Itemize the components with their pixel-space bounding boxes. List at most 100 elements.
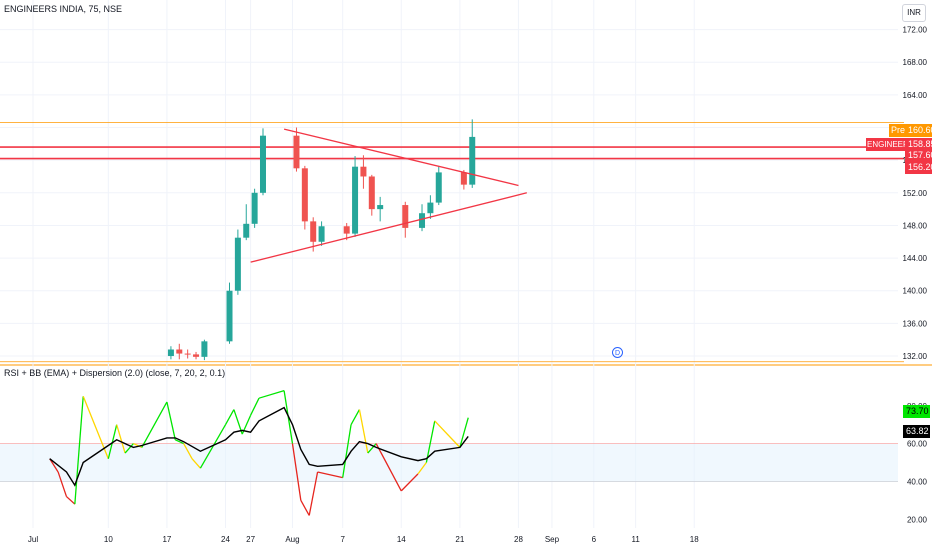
- vertical-grid: [32, 0, 695, 528]
- rsi-line-segment: [141, 401, 168, 448]
- rsi-line-segment: [250, 397, 260, 416]
- rsi-line-segment: [459, 417, 469, 448]
- horizontal-grid: [0, 29, 932, 366]
- rsi-line-segment: [107, 424, 118, 459]
- rsi-indicator: [0, 389, 898, 516]
- time-tick-label: 24: [221, 535, 230, 544]
- price-tick-label: 172.00: [903, 26, 928, 35]
- candle-body: [343, 226, 350, 234]
- rsi-line-segment: [317, 471, 343, 479]
- time-tick-label: Jul: [28, 535, 38, 544]
- rsi-line-segment: [342, 424, 352, 478]
- price-tick-label: 132.00: [903, 352, 928, 361]
- candle-body: [301, 168, 308, 222]
- candle-body: [427, 202, 434, 214]
- candle-body: [419, 213, 426, 228]
- candle-body: [243, 223, 250, 238]
- indicator-tick-label: 60.00: [907, 440, 928, 449]
- time-tick-label: 28: [514, 535, 523, 544]
- rsi-line-segment: [191, 458, 201, 469]
- candlestick-series: [167, 119, 476, 361]
- chart-title: ENGINEERS INDIA, 75, NSE: [4, 4, 123, 14]
- time-tick-label: 18: [690, 535, 699, 544]
- candle-body: [352, 166, 359, 234]
- triangle-pattern: [250, 128, 527, 263]
- rsi-line-segment: [133, 443, 143, 448]
- candle-body: [460, 172, 467, 185]
- rsi-line-segment: [400, 473, 419, 492]
- rsi-line-segment: [375, 443, 402, 492]
- time-tick-label: Aug: [285, 535, 299, 544]
- indicator-band-fill: [0, 443, 898, 482]
- candle-body: [293, 135, 300, 169]
- rsi-line-segment: [57, 471, 68, 497]
- ema-line: [49, 406, 469, 487]
- time-axis: Jul 10 17 24 27 Aug 7 14 21 28 Sep 6 11 18: [28, 535, 699, 544]
- time-tick-label: 11: [631, 535, 640, 544]
- candle-body: [184, 353, 191, 355]
- rsi-line-segment: [291, 443, 302, 501]
- symbol-value-tag: 158.85: [905, 138, 932, 151]
- time-tick-label: Sep: [545, 535, 560, 544]
- indicator-tick-label: 20.00: [907, 515, 928, 524]
- trendline: [250, 192, 527, 263]
- pre-value-tag: 160.60: [905, 124, 932, 137]
- candle-body: [251, 192, 258, 224]
- rsi-line-segment: [183, 443, 193, 460]
- rsi-line-segment: [425, 420, 436, 463]
- time-tick-label: 14: [397, 535, 406, 544]
- rsi-line-segment: [116, 424, 126, 454]
- rsi-line-segment: [124, 443, 134, 454]
- candle-body: [368, 176, 375, 210]
- time-tick-label: 10: [104, 535, 113, 544]
- price-tick-label: 144.00: [903, 254, 928, 263]
- time-tick-label: 6: [592, 535, 597, 544]
- candle-body: [377, 205, 384, 210]
- price-tick-label: 168.00: [903, 58, 928, 67]
- time-tick-label: 21: [455, 535, 464, 544]
- candle-body: [469, 136, 476, 185]
- candle-body: [360, 166, 367, 177]
- candle-body: [193, 354, 200, 357]
- rsi-line-segment: [358, 409, 369, 454]
- ema-value-tag: 63.82: [903, 425, 930, 438]
- level-2-tag: 156.20: [905, 161, 932, 174]
- trendline: [283, 128, 519, 187]
- candle-body: [226, 290, 233, 342]
- candle-body: [201, 341, 208, 357]
- price-tick-label: 148.00: [903, 221, 928, 230]
- rsi-line-segment: [49, 458, 59, 473]
- rsi-line-segment: [175, 439, 184, 445]
- candle-body: [234, 237, 241, 291]
- candle-body: [402, 205, 409, 228]
- price-tick-label: 140.00: [903, 287, 928, 296]
- candle-body: [310, 221, 317, 242]
- price-levels: [0, 122, 904, 363]
- rsi-line-segment: [224, 409, 235, 425]
- pre-label-tag: Pre: [889, 124, 906, 137]
- time-tick-label: 27: [246, 535, 255, 544]
- currency-button[interactable]: INR: [902, 4, 926, 22]
- candle-body: [318, 226, 325, 242]
- rsi-line-segment: [74, 396, 84, 505]
- price-tick-label: 136.00: [903, 319, 928, 328]
- rsi-line-segment: [300, 500, 310, 516]
- indicator-tick-label: 40.00: [907, 477, 928, 486]
- rsi-line-segment: [367, 443, 377, 454]
- candle-body: [176, 349, 183, 354]
- rsi-line-segment: [258, 389, 285, 399]
- price-tick-label: 164.00: [903, 91, 928, 100]
- time-tick-label: 7: [340, 535, 345, 544]
- indicator-title: RSI + BB (EMA) + Dispersion (2.0) (close…: [4, 368, 226, 378]
- candle-body: [259, 135, 266, 193]
- rsi-line-segment: [417, 462, 427, 475]
- rsi-line-segment: [66, 496, 76, 505]
- price-axis: 172.00168.00164.00160.00156.00152.00148.…: [903, 26, 928, 361]
- price-tick-label: 152.00: [903, 189, 928, 198]
- candle-body: [435, 172, 442, 203]
- rsi-line-segment: [166, 401, 176, 440]
- rsi-value-tag: 73.70: [903, 405, 930, 418]
- event-marker-icon[interactable]: D: [612, 347, 623, 358]
